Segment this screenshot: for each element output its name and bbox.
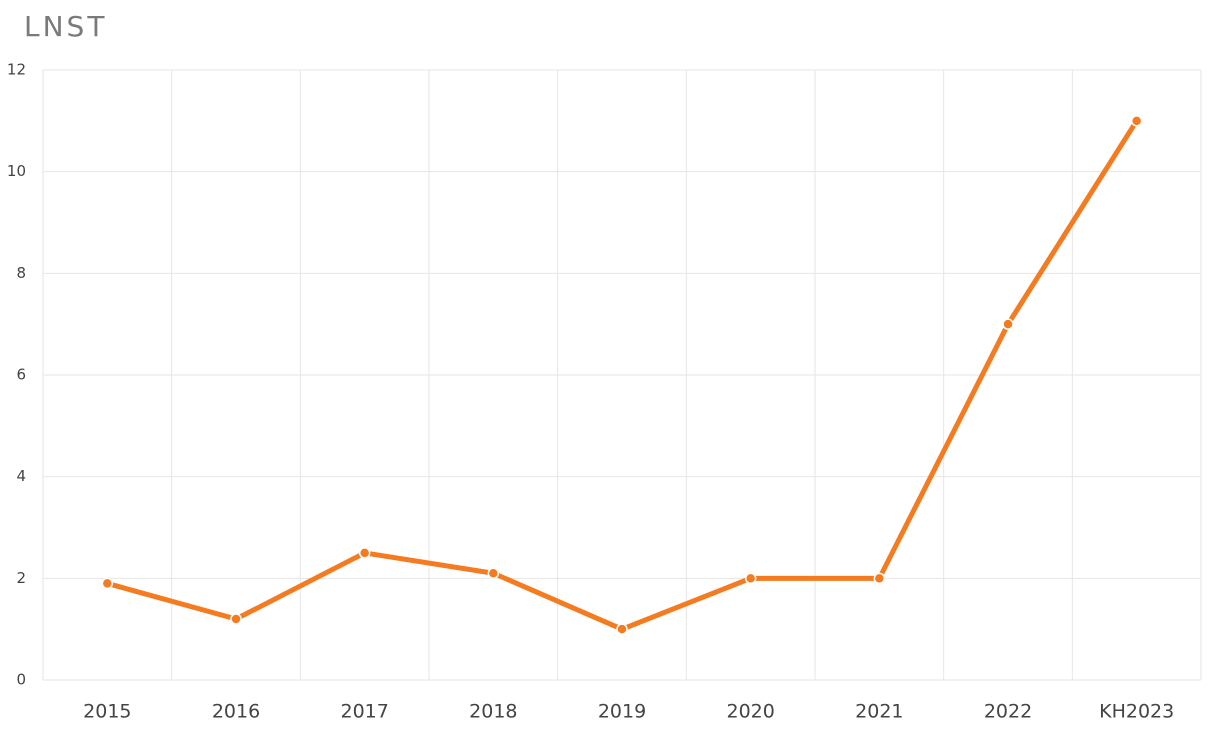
data-point: [358, 547, 371, 559]
data-point: [616, 623, 628, 635]
y-tick-label: 0: [16, 671, 26, 689]
y-tick-label: 4: [16, 467, 26, 485]
data-point: [744, 572, 757, 585]
x-tick-label: 2017: [340, 701, 388, 723]
x-tick-label: 2020: [726, 701, 774, 723]
y-tick-label: 2: [16, 569, 26, 587]
x-tick-label: 2021: [855, 701, 903, 723]
data-point: [1130, 115, 1143, 127]
data-point: [230, 613, 242, 625]
chart-title: LNST: [24, 10, 107, 43]
x-tick-label: 2015: [83, 701, 131, 723]
data-point: [873, 572, 886, 585]
data-point: [1002, 318, 1014, 330]
y-tick-label: 8: [16, 264, 26, 282]
x-tick-label: 2018: [469, 701, 517, 723]
y-tick-label: 6: [16, 366, 26, 384]
x-tick-label: 2022: [984, 701, 1032, 723]
x-tick-label: KH2023: [1099, 701, 1174, 723]
y-tick-label: 12: [7, 61, 26, 79]
data-point: [101, 577, 114, 590]
x-tick-label: 2016: [212, 701, 260, 723]
y-tick-label: 10: [7, 162, 26, 180]
data-point: [487, 567, 500, 579]
x-tick-label: 2019: [598, 701, 646, 723]
